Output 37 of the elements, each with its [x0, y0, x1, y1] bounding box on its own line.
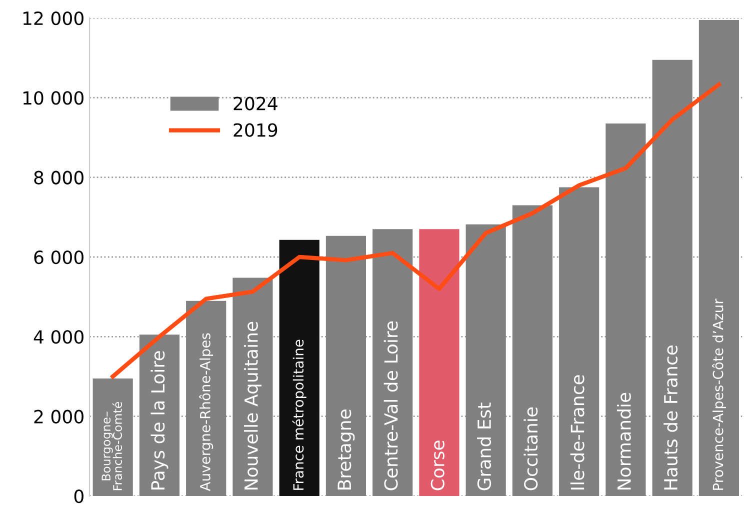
- bar: [698, 20, 740, 496]
- x-tick-label: Bretagne: [338, 410, 355, 490]
- x-tick-label: Centre-Val de Loire: [384, 321, 398, 490]
- y-tick-label: 4 000: [34, 330, 84, 344]
- x-tick-label: Bourgogne– Franche-Comté: [102, 402, 122, 490]
- x-tick-label: France métropolitaine: [292, 340, 306, 490]
- legend-label: 2019: [234, 123, 278, 137]
- x-tick-label: Hauts de France: [664, 346, 678, 490]
- x-tick-label: Ile-de-France: [570, 375, 584, 490]
- x-tick-label: Nouvelle Aquitaine: [244, 322, 262, 490]
- y-tick-label: 10 000: [23, 91, 84, 105]
- x-tick-label: Provence-Alpes-Côte d’Azur: [712, 298, 726, 490]
- x-tick-label: Occitanie: [524, 407, 538, 490]
- bar: [419, 229, 460, 496]
- x-tick-label: Auvergne-Rhône-Alpes: [199, 333, 214, 492]
- bar: [606, 124, 646, 496]
- bar: [186, 300, 226, 496]
- bar: [326, 236, 366, 496]
- bar: [279, 240, 320, 496]
- legend-label: 2024: [234, 96, 278, 110]
- x-tick-label: Corse: [430, 440, 444, 490]
- bar: [139, 334, 180, 496]
- bar: [232, 278, 273, 496]
- x-tick-label: Grand Est: [477, 402, 492, 490]
- x-tick-label: Pays de la Loire: [150, 351, 168, 490]
- bar: [559, 187, 600, 496]
- bar: [652, 60, 692, 496]
- bar: [466, 224, 506, 496]
- y-tick-label: 6 000: [34, 250, 84, 264]
- y-tick-label: 0: [74, 489, 84, 504]
- y-tick-label: 12 000: [23, 11, 84, 26]
- bar: [92, 378, 133, 496]
- x-tick-label: Normandie: [616, 392, 631, 490]
- bar: [372, 229, 413, 496]
- y-tick-label: 8 000: [34, 170, 84, 184]
- bar: [512, 205, 553, 496]
- y-tick-label: 2 000: [34, 410, 84, 424]
